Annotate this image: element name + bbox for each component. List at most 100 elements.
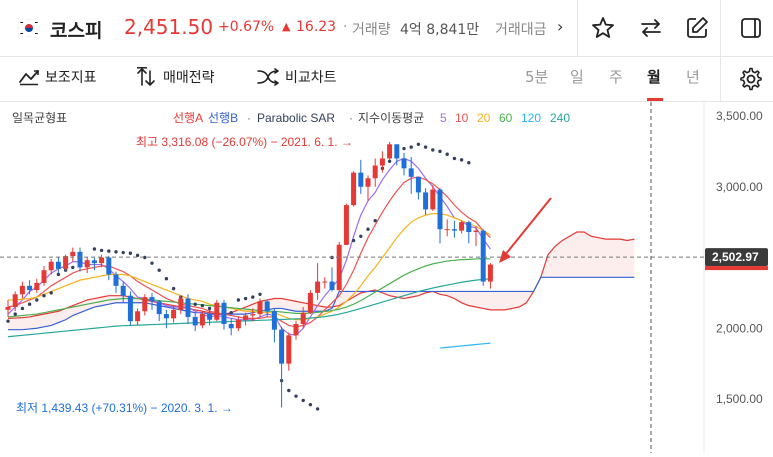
candle-body	[120, 285, 126, 296]
candle-body	[207, 314, 213, 320]
y-tick-label: 2,000.00	[716, 321, 763, 335]
y-axis: 3,500.00 3,000.00 2,000.00 1,500.00 2,502.97	[705, 109, 768, 406]
candle-body	[444, 229, 450, 231]
candle-body	[451, 229, 457, 231]
ema-20-line	[8, 213, 491, 321]
index-name: 코스피	[50, 20, 103, 42]
candle-body	[293, 324, 299, 336]
psar-dot	[423, 145, 428, 149]
ma-period-240: 240	[550, 111, 570, 125]
ma-period-5: 5	[440, 111, 447, 125]
active-timeframe-indicator	[647, 98, 663, 101]
psar-dot	[452, 156, 457, 161]
current-price-tag-bar	[705, 266, 768, 271]
candle-body	[336, 244, 342, 291]
psar-dot	[207, 306, 212, 311]
strategy-button[interactable]: 매매전략	[136, 67, 215, 87]
candle-body	[99, 257, 105, 264]
star-icon[interactable]	[590, 15, 616, 41]
compare-button[interactable]: 비교차트	[256, 67, 337, 87]
edit-icon[interactable]	[684, 15, 710, 41]
low-annotation: 최저 1,439.43 (+70.31%) − 2020. 3. 1. →	[16, 401, 233, 415]
psar-dot	[35, 298, 39, 302]
ma-legend: 지수이동평균	[358, 111, 424, 125]
candle-body	[113, 274, 119, 286]
volume-value: 4억 8,841만	[400, 22, 480, 38]
candle-body	[214, 302, 220, 320]
ma-period-10: 10	[455, 111, 469, 125]
candle-body	[315, 281, 321, 293]
panel-toggle-icon[interactable]	[738, 15, 764, 41]
candle-body	[243, 315, 249, 320]
ema-10-line	[7, 176, 491, 328]
crossing-arrows-icon	[257, 68, 279, 86]
candles	[5, 142, 493, 408]
candle-body	[307, 292, 313, 313]
psar-dot	[243, 296, 248, 301]
timeframe-week[interactable]: 주	[609, 68, 623, 86]
psar-dot	[301, 398, 305, 403]
candle-body	[135, 311, 141, 322]
candle-body	[401, 158, 407, 169]
ema-120-line	[439, 342, 491, 349]
span-a-line	[7, 231, 635, 319]
psar-dot	[251, 295, 255, 299]
candle-body	[199, 314, 205, 326]
candle-body	[379, 158, 385, 166]
quote-header: 코스피 2,451.50 +0.67% ▲ 16.23 · 거래량 4억 8,8…	[0, 0, 773, 56]
swap-icon[interactable]	[638, 15, 664, 41]
parabolic-sar	[6, 142, 471, 411]
psar-dot	[135, 253, 140, 258]
candle-body	[12, 294, 18, 308]
chart-toolbar: 보조지표 매매전략 비교차트 5분 일 주 월 년	[0, 57, 773, 101]
psar-dot	[150, 261, 154, 265]
candle-body	[250, 314, 256, 316]
psar-dot	[359, 234, 363, 238]
indicators-button[interactable]: 보조지표	[18, 67, 97, 87]
current-price-tag	[705, 248, 768, 267]
more-info-button[interactable]: ›	[557, 17, 564, 36]
timeframe-5min[interactable]: 5분	[525, 68, 549, 86]
chart-canvas[interactable]: 일목균형표 선행A 선행B · Parabolic SAR · 지수이동평균 5…	[0, 102, 773, 453]
candle-body	[264, 301, 270, 312]
psar-dot	[366, 227, 370, 231]
candle-body	[5, 307, 11, 310]
candle-body	[437, 189, 443, 230]
candle-body	[63, 256, 69, 269]
y-tick-label: 3,000.00	[716, 180, 763, 194]
candle-body	[178, 298, 184, 310]
psar-dot	[107, 249, 111, 253]
psar-dot	[308, 402, 313, 407]
psar-dot	[229, 310, 233, 315]
candle-body	[48, 261, 54, 271]
y-tick-label: 1,500.00	[716, 392, 763, 406]
settings-gear-icon[interactable]	[738, 66, 764, 92]
psar-dot	[438, 149, 442, 154]
psar-dot	[49, 291, 53, 295]
candle-body	[372, 165, 378, 179]
candle-body	[156, 301, 162, 315]
psar-dot	[287, 388, 291, 393]
candle-body	[480, 230, 486, 282]
candle-body	[415, 176, 421, 193]
price-chart[interactable]: 일목균형표 선행A 선행B · Parabolic SAR · 지수이동평균 5…	[0, 102, 773, 453]
candle-body	[365, 178, 371, 187]
psar-dot	[409, 145, 413, 149]
psar-dot	[128, 251, 133, 255]
candle-body	[394, 144, 400, 159]
psar-dot	[13, 312, 17, 316]
candle-body	[300, 312, 306, 325]
timeframe-month[interactable]: 월	[647, 68, 661, 86]
y-tick-label: 3,500.00	[716, 109, 763, 123]
timeframe-year[interactable]: 년	[686, 68, 700, 86]
candle-body	[430, 189, 436, 210]
legend-dot: ·	[247, 111, 251, 125]
candle-body	[185, 298, 191, 317]
korea-flag-icon	[18, 19, 40, 37]
candle-body	[127, 295, 133, 322]
timeframe-day[interactable]: 일	[570, 68, 584, 86]
candle-body	[408, 168, 414, 177]
indicator-chart-icon	[19, 70, 39, 86]
candle-body	[351, 172, 357, 206]
divider	[577, 0, 578, 56]
